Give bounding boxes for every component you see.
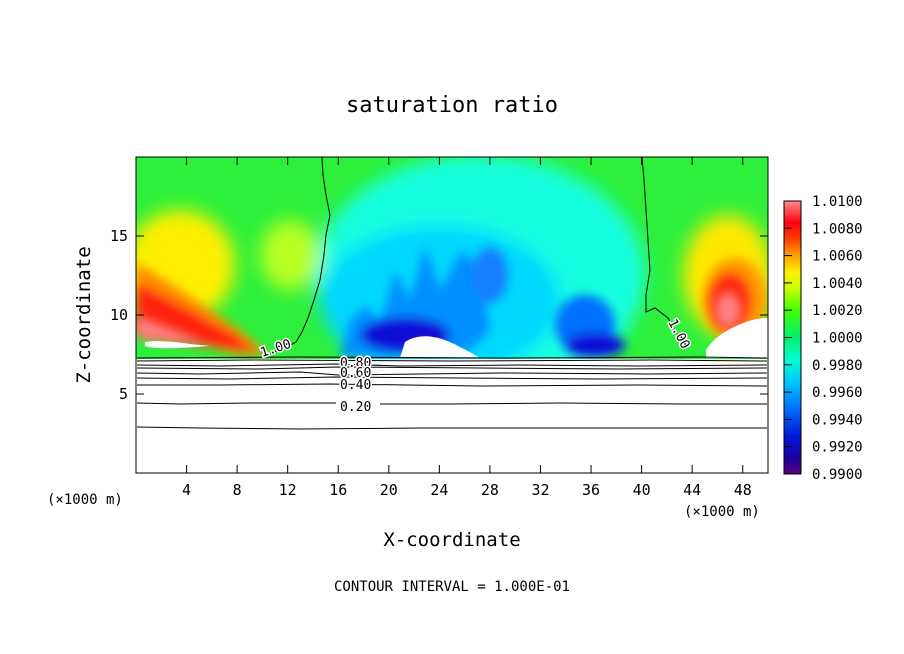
x-tick-label: 24 bbox=[430, 481, 448, 499]
colorbar-label: 1.0100 bbox=[812, 194, 863, 210]
contour-0.10 bbox=[136, 426, 767, 430]
y-axis: 5 10 15 bbox=[110, 227, 768, 403]
colorbar-label: 1.0080 bbox=[812, 221, 863, 237]
contour-0.80 bbox=[136, 356, 768, 359]
contour-0.20 bbox=[380, 402, 767, 405]
contour-1.00-left bbox=[269, 156, 331, 354]
colorbar-label: 1.0060 bbox=[812, 249, 863, 265]
pink-region-left bbox=[136, 315, 210, 345]
colorbar-label: 1.0040 bbox=[812, 276, 863, 292]
colorbar-ticks: 1.0100 1.0080 1.0060 1.0040 1.0020 1.0000 0.99… bbox=[784, 194, 863, 483]
contour-0.20 bbox=[136, 402, 336, 405]
x-tick-label: 40 bbox=[633, 481, 651, 499]
pink-region-right bbox=[715, 292, 741, 328]
colorbar-label: 0.9980 bbox=[812, 358, 863, 374]
unshaded-gap bbox=[706, 318, 768, 358]
heatmap-field bbox=[136, 157, 768, 359]
x-tick-label: 8 bbox=[233, 481, 242, 499]
contour-0.40 bbox=[136, 376, 768, 380]
lower-unshaded-region bbox=[137, 359, 767, 473]
x-axis: 4 8 12 16 20 24 28 32 36 40 44 48 bbox=[182, 157, 752, 499]
colorbar-label: 1.0000 bbox=[812, 331, 863, 347]
contour-label-0.60: 0.60 bbox=[340, 366, 371, 381]
y-tick-label: 10 bbox=[110, 306, 128, 324]
x-tick-label: 32 bbox=[531, 481, 549, 499]
contour-lines bbox=[136, 156, 768, 430]
x-tick-label: 20 bbox=[380, 481, 398, 499]
contour-0.30 bbox=[137, 383, 768, 387]
colorbar-label: 0.9900 bbox=[812, 467, 863, 483]
colorbar: 1.0100 1.0080 1.0060 1.0040 1.0020 1.0000 0.99… bbox=[783, 194, 863, 483]
x-tick-label: 4 bbox=[182, 481, 191, 499]
contour-0.80 bbox=[136, 359, 768, 362]
x-tick-label: 28 bbox=[481, 481, 499, 499]
x-tick-label: 12 bbox=[279, 481, 297, 499]
contour-0.40 bbox=[136, 371, 768, 376]
colorbar-label: 0.9940 bbox=[812, 412, 863, 428]
contour-1.00-right bbox=[641, 156, 685, 345]
contour-label-0.20: 0.20 bbox=[340, 400, 371, 415]
x-tick-label: 44 bbox=[683, 481, 701, 499]
contour-label-0.40: 0.40 bbox=[340, 378, 371, 393]
x-tick-label: 48 bbox=[734, 481, 752, 499]
green-light-region bbox=[260, 220, 320, 290]
colorbar-label: 0.9960 bbox=[812, 385, 863, 401]
y-tick-label: 15 bbox=[110, 227, 128, 245]
colorbar-label: 1.0020 bbox=[812, 303, 863, 319]
contour-0.60 bbox=[136, 363, 768, 367]
contour-0.60 bbox=[136, 366, 768, 370]
blue-region bbox=[472, 247, 508, 303]
unshaded-gap bbox=[400, 336, 480, 358]
y-tick-label: 5 bbox=[119, 385, 128, 403]
chart-title: saturation ratio bbox=[346, 93, 558, 118]
x-unit-left: (×1000 m) bbox=[47, 492, 123, 508]
colorbar-label: 0.9920 bbox=[812, 440, 863, 456]
contour-label-0.80: 0.80 bbox=[340, 356, 371, 371]
unshaded-gap bbox=[145, 341, 210, 349]
x-tick-label: 36 bbox=[582, 481, 600, 499]
x-unit-right: (×1000 m) bbox=[684, 504, 760, 520]
x-axis-label: X-coordinate bbox=[383, 529, 520, 551]
footer-contour-interval: CONTOUR INTERVAL = 1.000E-01 bbox=[334, 579, 570, 595]
y-axis-label: Z-coordinate bbox=[73, 246, 95, 383]
darkblue-region bbox=[565, 333, 625, 357]
x-tick-label: 16 bbox=[329, 481, 347, 499]
